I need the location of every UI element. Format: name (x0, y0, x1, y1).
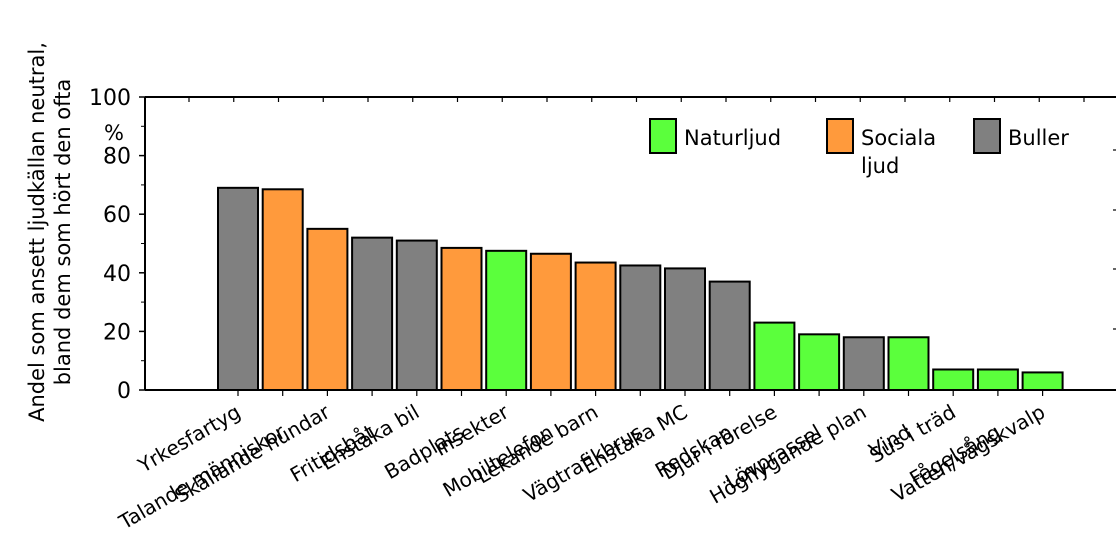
bar (932, 368, 975, 391)
bar (529, 252, 572, 391)
bar (842, 336, 885, 392)
bar (395, 239, 438, 391)
legend-swatch-natur (649, 118, 677, 154)
bar (753, 321, 796, 391)
y-tick-label: 100 (89, 86, 131, 111)
bar (887, 336, 930, 392)
bar (485, 249, 528, 391)
bar (976, 368, 1019, 391)
y-tick-label: 20 (103, 320, 131, 345)
y-tick-label: 0 (117, 379, 131, 404)
legend-swatch-buller (973, 118, 1001, 154)
bar (306, 227, 349, 391)
legend-label-natur: Naturljud (684, 126, 781, 150)
y-axis-title-line1: Andel som ansett ljudkällan neutral, (25, 42, 49, 422)
y-axis-unit: % (104, 121, 124, 145)
legend-label-social: ljud (861, 154, 899, 178)
bar (351, 236, 394, 391)
x-tick-label: Vatten/vågskvalp (887, 400, 1049, 507)
y-axis-title: Andel som ansett ljudkällan neutral, bla… (25, 42, 75, 422)
y-tick-label: 80 (103, 145, 131, 170)
bar (261, 188, 304, 391)
bar (217, 186, 259, 391)
bar (708, 280, 751, 391)
bar (619, 264, 662, 392)
bar (798, 333, 841, 391)
x-tick-label: Högflygande plan (705, 400, 870, 509)
bar (440, 246, 483, 391)
bar (664, 267, 706, 391)
legend-label-social: Sociala (861, 126, 936, 150)
legend-swatch-social (826, 118, 854, 154)
y-axis-title-line2: bland dem som hört den ofta (51, 79, 75, 386)
legend-label-buller: Buller (1008, 126, 1069, 150)
bar (1021, 371, 1064, 392)
y-tick-label: 40 (103, 262, 131, 287)
bar (574, 261, 617, 392)
y-tick-label: 60 (103, 203, 131, 228)
